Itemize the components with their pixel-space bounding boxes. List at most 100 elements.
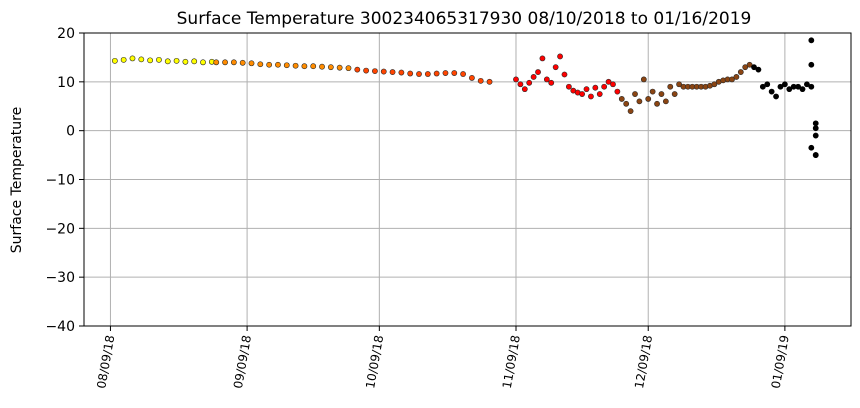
x-tick-label: 09/09/18 xyxy=(231,334,254,390)
data-point xyxy=(424,71,431,77)
data-point xyxy=(310,63,317,70)
data-point xyxy=(658,91,665,97)
data-point xyxy=(433,70,440,77)
y-tick-label: 10 xyxy=(57,75,75,91)
data-point xyxy=(535,69,541,75)
data-point xyxy=(808,61,815,68)
data-point xyxy=(156,56,162,63)
series-0 xyxy=(111,55,215,66)
plot-frame xyxy=(83,32,852,327)
data-point xyxy=(614,88,621,95)
data-point xyxy=(618,96,625,102)
x-tick-label: 11/09/18 xyxy=(500,334,523,390)
data-point xyxy=(808,37,815,44)
data-point xyxy=(345,65,352,72)
data-point xyxy=(138,56,145,63)
data-point xyxy=(147,57,154,64)
data-point xyxy=(200,59,206,66)
data-point xyxy=(517,81,524,88)
data-point xyxy=(588,93,594,100)
data-point xyxy=(812,132,819,139)
data-point xyxy=(812,125,819,132)
data-point xyxy=(239,59,246,66)
data-point xyxy=(275,61,281,68)
data-point xyxy=(812,120,819,127)
data-point xyxy=(768,88,775,95)
data-point xyxy=(799,86,806,93)
x-tick-label: 08/09/18 xyxy=(94,334,117,390)
data-point xyxy=(742,64,749,71)
data-point xyxy=(583,86,590,93)
y-axis: 20 10 0 −10 −20 −30 −40 xyxy=(45,26,84,335)
data-point xyxy=(129,55,136,62)
x-tick-label: 10/09/18 xyxy=(363,334,386,390)
data-points xyxy=(111,37,819,158)
y-tick-label: 0 xyxy=(66,124,75,140)
data-point xyxy=(354,66,361,73)
data-point xyxy=(222,59,228,66)
data-point xyxy=(751,64,757,71)
data-point xyxy=(671,91,678,97)
x-tick-label: 12/09/18 xyxy=(632,334,655,390)
data-point xyxy=(636,98,643,105)
data-point xyxy=(292,62,299,69)
data-point xyxy=(120,56,127,63)
x-axis: 08/09/18 09/09/18 10/09/18 11/09/18 12/09/18… xyxy=(94,326,792,390)
data-point xyxy=(627,108,634,115)
data-point xyxy=(213,59,220,66)
data-point xyxy=(649,88,656,95)
data-point xyxy=(733,74,740,80)
data-point xyxy=(543,76,550,83)
data-point xyxy=(380,68,387,75)
data-point xyxy=(605,78,612,85)
data-point xyxy=(746,61,753,68)
data-point xyxy=(182,58,189,65)
y-tick-label: −10 xyxy=(45,173,75,189)
data-point xyxy=(561,71,568,78)
x-tick-label: 01/09/19 xyxy=(769,334,792,390)
data-point xyxy=(327,64,334,71)
data-point xyxy=(601,83,608,90)
data-point xyxy=(469,75,475,81)
data-point xyxy=(164,58,171,65)
series-5 xyxy=(751,37,819,158)
series-1 xyxy=(213,59,352,72)
data-point xyxy=(565,83,572,90)
y-axis-label: Surface Temperature xyxy=(9,107,25,253)
data-point xyxy=(755,66,762,73)
data-point xyxy=(363,67,370,74)
data-point xyxy=(451,70,458,76)
series-2 xyxy=(354,66,493,85)
data-point xyxy=(737,69,744,75)
data-point xyxy=(230,59,237,66)
data-point xyxy=(552,64,559,71)
data-point xyxy=(539,55,546,62)
data-point xyxy=(804,81,810,88)
data-point xyxy=(808,83,815,90)
data-point xyxy=(808,144,815,151)
data-point xyxy=(596,91,603,97)
data-point xyxy=(513,76,519,83)
data-point xyxy=(711,81,718,88)
data-point xyxy=(389,69,396,75)
data-point xyxy=(283,62,290,69)
data-point xyxy=(548,79,555,86)
series-4 xyxy=(618,61,753,115)
data-point xyxy=(764,81,771,88)
data-point xyxy=(407,70,414,77)
data-point xyxy=(530,74,537,80)
data-point xyxy=(301,63,308,70)
data-point xyxy=(111,57,118,64)
y-tick-label: −40 xyxy=(45,319,75,335)
data-point xyxy=(781,81,788,88)
data-point xyxy=(319,63,325,70)
data-point xyxy=(460,71,466,77)
data-point xyxy=(557,53,563,60)
data-point xyxy=(795,83,801,90)
data-point xyxy=(191,58,198,65)
data-point xyxy=(416,71,422,77)
data-point xyxy=(442,70,449,76)
data-point xyxy=(777,83,784,90)
data-point xyxy=(477,77,484,84)
data-point xyxy=(336,64,343,71)
